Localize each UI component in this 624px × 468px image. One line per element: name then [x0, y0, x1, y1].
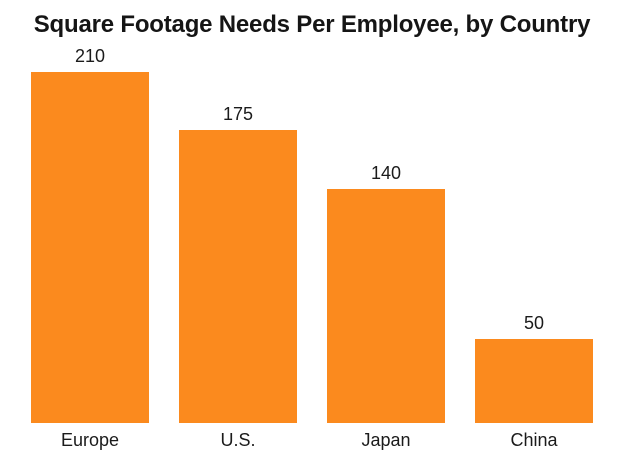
category-label-us: U.S. [220, 430, 256, 450]
bar-value-label: 175 [222, 104, 254, 124]
bar-europe [31, 72, 149, 423]
bar-china [475, 339, 593, 423]
category-label-europe: Europe [60, 430, 120, 450]
bar-group-china: 50 China [475, 45, 593, 449]
bar-japan [327, 189, 445, 423]
chart-title: Square Footage Needs Per Employee, by Co… [33, 11, 591, 38]
bar-us [179, 130, 297, 423]
bar-value-label: 140 [370, 163, 402, 183]
category-label-china: China [510, 430, 558, 450]
bar-group-japan: 140 Japan [327, 45, 445, 449]
bar-group-europe: 210 Europe [31, 45, 149, 449]
bar-group-us: 175 U.S. [179, 45, 297, 449]
category-label-japan: Japan [361, 430, 411, 450]
bar-value-label: 210 [74, 46, 106, 66]
bar-value-label: 50 [523, 313, 545, 333]
bar-chart: 210 Europe 175 U.S. 140 Japan 50 China [31, 45, 593, 449]
